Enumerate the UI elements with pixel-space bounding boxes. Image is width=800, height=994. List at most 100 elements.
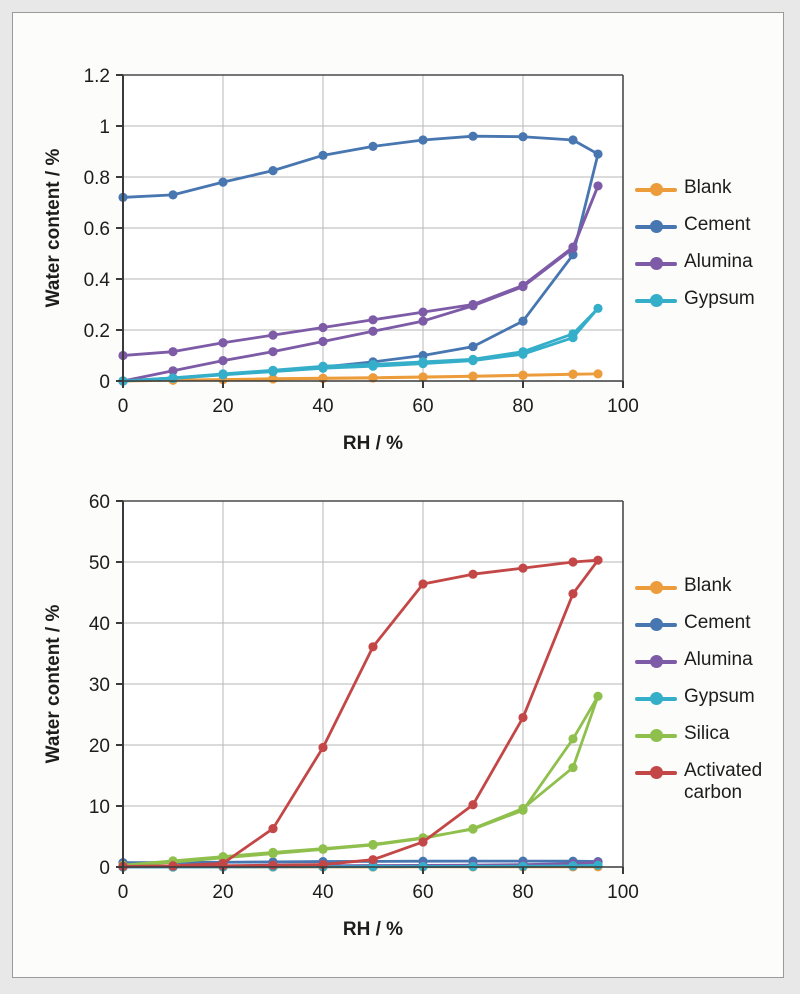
legend-item-label: Activated carbon (684, 760, 763, 803)
series-marker (218, 370, 228, 380)
y-tick-label: 0.6 (84, 219, 110, 240)
x-tick-label: 80 (512, 882, 533, 903)
series-marker (318, 150, 328, 160)
chart-bottom: 0 10 20 30 40 50 60 0 20 40 60 80 100 RH / % Water con… (13, 473, 785, 963)
series-marker (268, 347, 278, 357)
series-marker (568, 589, 578, 599)
series-marker (468, 131, 478, 141)
series-marker (268, 366, 278, 377)
legend-item-cement[interactable]: Cement (635, 612, 762, 636)
y-tick-label: 20 (89, 736, 110, 757)
series-marker (568, 734, 578, 744)
y-tick-label: 0 (99, 858, 110, 879)
series-marker (593, 860, 603, 870)
series-marker (593, 691, 603, 701)
series-marker (518, 282, 528, 292)
legend-item-label: Cement (684, 612, 751, 633)
series-marker (593, 555, 603, 565)
x-tick-label: 20 (212, 882, 233, 903)
series-marker (168, 190, 178, 200)
legend-item-gypsum[interactable]: Gypsum (635, 288, 755, 312)
x-tick-label: 60 (412, 882, 433, 903)
legend-item-blank[interactable]: Blank (635, 575, 762, 599)
series-marker (518, 712, 528, 723)
series-marker (268, 848, 278, 859)
y-axis-title: Water content / % (43, 605, 64, 764)
series-marker (593, 181, 603, 191)
y-tick-label: 40 (89, 614, 110, 635)
series-marker (168, 861, 178, 871)
x-axis-title: RH / % (343, 433, 403, 454)
legend-item-label: Gypsum (684, 288, 755, 309)
y-tick-label: 0.4 (84, 270, 111, 291)
series-marker (368, 373, 378, 383)
series-marker (368, 141, 378, 151)
legend-item-label: Silica (684, 723, 730, 744)
series-marker (593, 149, 603, 159)
legend-marker-icon (635, 216, 677, 238)
chart-top-plot: 0 0.2 0.4 0.6 0.8 1 1.2 0 20 40 60 80 100 RH / % Water… (43, 66, 639, 454)
series-marker (518, 563, 528, 573)
y-tick-label: 0 (99, 372, 110, 393)
series-marker (518, 132, 528, 142)
series-marker (168, 366, 178, 376)
series-marker (518, 370, 528, 380)
series-marker (418, 316, 428, 326)
series-marker (368, 315, 378, 325)
legend-item-activated-carbon[interactable]: Activated carbon (635, 760, 762, 804)
legend-item-silica[interactable]: Silica (635, 723, 762, 747)
series-marker (518, 803, 528, 814)
legend-marker-icon (635, 688, 677, 710)
y-tick-label: 0.8 (84, 168, 110, 189)
y-tick-label: 60 (89, 492, 110, 513)
figure-panel: 0 0.2 0.4 0.6 0.8 1 1.2 0 20 40 60 80 100 RH / % Water… (12, 12, 784, 978)
series-marker (418, 307, 428, 317)
chart-top-legend: Blank Cement Alumina Gypsum (635, 177, 755, 325)
series-marker (318, 844, 328, 854)
chart-top: 0 0.2 0.4 0.6 0.8 1 1.2 0 20 40 60 80 100 RH / % Water… (13, 25, 785, 465)
series-marker (368, 326, 378, 336)
legend-item-gypsum[interactable]: Gypsum (635, 686, 762, 710)
x-tick-label: 100 (607, 882, 639, 903)
series-marker (368, 642, 378, 652)
legend-item-label: Gypsum (684, 686, 755, 707)
x-tick-label: 40 (312, 396, 333, 417)
legend-item-alumina[interactable]: Alumina (635, 251, 755, 275)
legend-marker-icon (635, 290, 677, 312)
series-marker (468, 371, 478, 381)
series-marker (218, 356, 228, 366)
legend-marker-icon (635, 253, 677, 275)
x-tick-label: 20 (212, 396, 233, 417)
series-marker (468, 800, 478, 810)
series-marker (318, 363, 328, 373)
legend-marker-icon (635, 179, 677, 201)
series-marker (568, 250, 578, 260)
x-tick-label: 60 (412, 396, 433, 417)
chart-bottom-plot: 0 10 20 30 40 50 60 0 20 40 60 80 100 RH / % Water con… (43, 492, 639, 940)
legend-marker-icon (635, 577, 677, 599)
series-marker (418, 579, 428, 589)
legend-marker-icon (635, 725, 677, 747)
x-tick-label: 100 (607, 396, 639, 417)
legend-item-blank[interactable]: Blank (635, 177, 755, 201)
x-tick-label: 0 (118, 396, 129, 417)
series-marker (468, 341, 478, 352)
series-marker (318, 322, 328, 333)
legend-item-alumina[interactable]: Alumina (635, 649, 762, 673)
series-marker (568, 243, 578, 253)
y-tick-label: 1.2 (84, 66, 110, 87)
series-marker (418, 372, 428, 382)
legend-marker-icon (635, 651, 677, 673)
series-marker (568, 557, 578, 567)
series-marker (568, 762, 578, 773)
series-marker (518, 316, 528, 326)
legend-item-cement[interactable]: Cement (635, 214, 755, 238)
series-marker (218, 861, 228, 871)
x-tick-label: 40 (312, 882, 333, 903)
y-tick-label: 1 (99, 117, 110, 138)
x-tick-label: 80 (512, 396, 533, 417)
y-tick-label: 50 (89, 553, 110, 574)
x-tick-label: 0 (118, 882, 129, 903)
series-marker (318, 336, 328, 347)
series-marker (593, 369, 603, 379)
